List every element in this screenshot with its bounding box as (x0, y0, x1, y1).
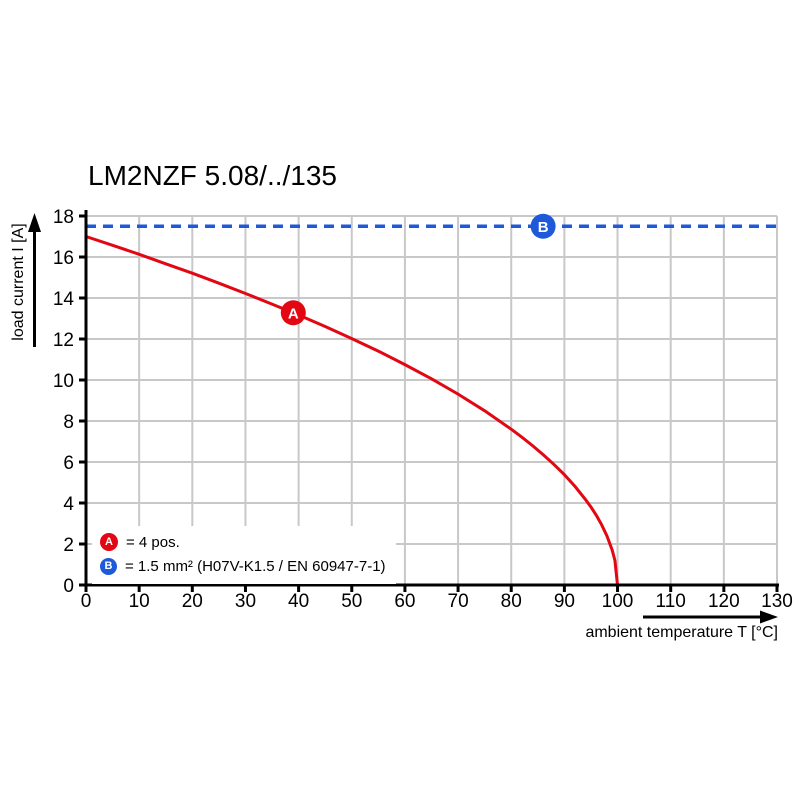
legend-row-a: A = 4 pos. (100, 530, 386, 554)
x-tick-label: 30 (235, 591, 256, 612)
x-tick-label: 70 (448, 591, 469, 612)
curve-a (85, 235, 619, 586)
curve-marker-letter-b: B (538, 219, 549, 236)
x-tick-label: 0 (81, 591, 92, 612)
y-tick-label: 8 (63, 412, 74, 433)
y-axis-arrow-head (28, 213, 41, 232)
x-tick-label: 40 (288, 591, 309, 612)
legend-label-a: = 4 pos. (126, 533, 180, 551)
x-tick-label: 100 (602, 591, 634, 612)
x-tick-label: 20 (182, 591, 203, 612)
x-tick-label: 130 (761, 591, 793, 612)
curve-marker-letter-a: A (288, 305, 299, 322)
legend-marker-a: A (100, 533, 118, 551)
x-tick-label: 50 (341, 591, 362, 612)
x-axis-label: ambient temperature T [°C] (585, 624, 778, 641)
x-tick-label: 10 (129, 591, 150, 612)
legend-row-b: B = 1.5 mm² (H07V-K1.5 / EN 60947-7-1) (100, 554, 386, 578)
chart-title: LM2NZF 5.08/../135 (88, 160, 338, 191)
y-tick-label: 18 (53, 207, 74, 228)
legend: A = 4 pos. B = 1.5 mm² (H07V-K1.5 / EN 6… (92, 526, 396, 584)
y-tick-label: 10 (53, 371, 74, 392)
x-tick-label: 120 (708, 591, 740, 612)
x-tick-label: 90 (554, 591, 575, 612)
x-tick-label: 60 (394, 591, 415, 612)
x-tick-label: 80 (501, 591, 522, 612)
x-axis-arrow-head (760, 610, 778, 624)
y-tick-label: 16 (53, 248, 74, 269)
legend-marker-b: B (100, 557, 117, 575)
x-tick-label: 110 (656, 591, 686, 612)
y-tick-label: 0 (63, 576, 74, 597)
curve-marker-a (280, 300, 306, 326)
y-tick-label: 6 (63, 453, 74, 474)
y-tick-label: 2 (63, 535, 74, 556)
y-tick-label: 4 (63, 494, 74, 515)
y-axis-label: load current I [A] (10, 223, 27, 341)
curve-marker-b (530, 213, 556, 239)
y-tick-label: 12 (53, 330, 74, 351)
y-tick-label: 14 (53, 289, 75, 310)
legend-label-b: = 1.5 mm² (H07V-K1.5 / EN 60947-7-1) (125, 557, 386, 575)
